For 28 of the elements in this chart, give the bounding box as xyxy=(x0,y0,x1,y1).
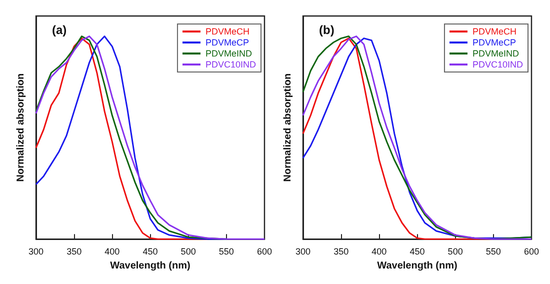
x-tick-label: 300 xyxy=(28,246,44,257)
x-tick-label: 500 xyxy=(448,246,463,257)
legend-label: PDVMeIND xyxy=(205,48,252,58)
legend-label: PDVMeIND xyxy=(472,48,520,58)
x-tick-label: 300 xyxy=(295,246,311,257)
x-tick-label: 350 xyxy=(334,246,349,257)
x-tick-label: 350 xyxy=(66,246,82,257)
legend-label: PDVMeCH xyxy=(205,26,250,36)
x-tick-label: 500 xyxy=(180,246,196,257)
x-tick-label: 450 xyxy=(142,246,158,257)
x-tick-label: 600 xyxy=(256,246,272,257)
legend-label: PDVC10IND xyxy=(472,60,524,70)
legend-label: PDVMeCH xyxy=(472,26,516,36)
y-axis-title: Normalized absorption xyxy=(282,73,294,182)
annotation: (a) xyxy=(52,23,67,37)
x-tick-label: 550 xyxy=(486,246,501,257)
x-tick-label: 400 xyxy=(104,246,120,257)
x-axis-title: Wavelength (nm) xyxy=(377,260,458,272)
x-tick-label: 400 xyxy=(372,246,387,257)
x-tick-label: 600 xyxy=(524,246,540,257)
x-tick-label: 450 xyxy=(410,246,425,257)
x-tick-label: 550 xyxy=(218,246,234,257)
legend-label: PDVC10IND xyxy=(205,60,256,70)
legend-label: PDVMeCP xyxy=(472,38,516,48)
annotation: (b) xyxy=(319,23,334,37)
y-axis-title: Normalized absorption xyxy=(16,73,26,182)
legend-label: PDVMeCP xyxy=(205,38,249,48)
x-axis-title: Wavelength (nm) xyxy=(110,260,190,272)
